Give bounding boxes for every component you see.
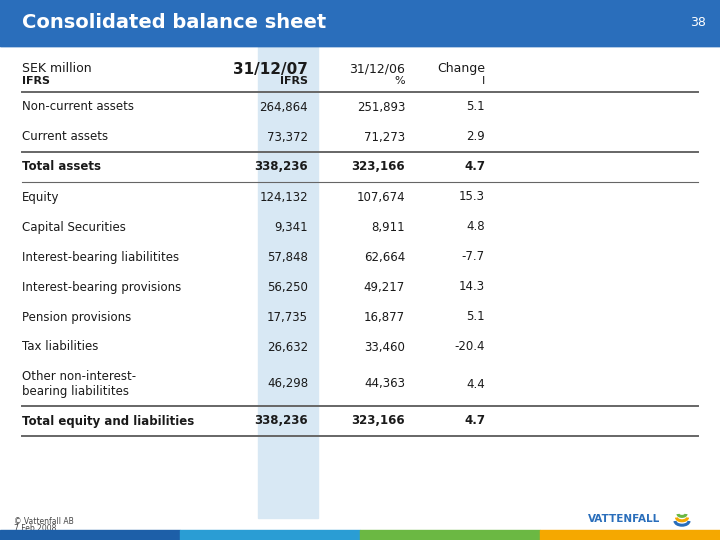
Text: 4.7: 4.7	[464, 415, 485, 428]
Text: I: I	[482, 76, 485, 86]
Text: 4.7: 4.7	[464, 160, 485, 173]
Text: VATTENFALL: VATTENFALL	[588, 514, 660, 524]
Text: Total assets: Total assets	[22, 160, 101, 173]
Text: %: %	[395, 76, 405, 86]
Text: 31/12/06: 31/12/06	[349, 62, 405, 75]
Text: Interest-bearing liabilitites: Interest-bearing liabilitites	[22, 251, 179, 264]
Text: Equity: Equity	[22, 191, 60, 204]
Text: 323,166: 323,166	[351, 160, 405, 173]
Bar	[360, 530, 540, 540]
Text: 56,250: 56,250	[267, 280, 308, 294]
Text: 57,848: 57,848	[267, 251, 308, 264]
Text: Pension provisions: Pension provisions	[22, 310, 131, 323]
Bar	[540, 530, 720, 540]
Text: 71,273: 71,273	[364, 131, 405, 144]
Text: -20.4: -20.4	[454, 341, 485, 354]
Bar	[0, 0, 720, 46]
Text: 124,132: 124,132	[259, 191, 308, 204]
Text: 7 Feb 2008: 7 Feb 2008	[14, 524, 56, 533]
Text: 16,877: 16,877	[364, 310, 405, 323]
Text: 9,341: 9,341	[274, 220, 308, 233]
Text: 107,674: 107,674	[356, 191, 405, 204]
Text: 323,166: 323,166	[351, 415, 405, 428]
Text: Capital Securities: Capital Securities	[22, 220, 126, 233]
Text: 264,864: 264,864	[259, 100, 308, 113]
Text: 14.3: 14.3	[459, 280, 485, 294]
Text: 38: 38	[690, 17, 706, 30]
Text: 46,298: 46,298	[267, 377, 308, 390]
Text: Change: Change	[437, 62, 485, 75]
Text: 5.1: 5.1	[467, 310, 485, 323]
Bar	[0, 530, 180, 540]
Text: Other non-interest-
bearing liabilitites: Other non-interest- bearing liabilitites	[22, 369, 136, 399]
Text: 2.9: 2.9	[467, 131, 485, 144]
Text: Current assets: Current assets	[22, 131, 108, 144]
Text: 8,911: 8,911	[372, 220, 405, 233]
Bar	[0, 0, 720, 46]
Text: 62,664: 62,664	[364, 251, 405, 264]
Text: 338,236: 338,236	[254, 160, 308, 173]
Text: IFRS: IFRS	[22, 76, 50, 86]
Text: Total equity and liabilities: Total equity and liabilities	[22, 415, 194, 428]
Bar	[258, 46, 318, 518]
Text: Consolidated balance sheet: Consolidated balance sheet	[22, 14, 326, 32]
Text: -7.7: -7.7	[462, 251, 485, 264]
Text: SEK million: SEK million	[22, 62, 91, 75]
Text: 44,363: 44,363	[364, 377, 405, 390]
Text: 73,372: 73,372	[267, 131, 308, 144]
Text: 251,893: 251,893	[356, 100, 405, 113]
Text: 5.1: 5.1	[467, 100, 485, 113]
Text: 338,236: 338,236	[254, 415, 308, 428]
Text: 31/12/07: 31/12/07	[233, 62, 308, 77]
Bar	[180, 530, 360, 540]
Text: 4.4: 4.4	[467, 377, 485, 390]
Text: © Vattenfall AB: © Vattenfall AB	[14, 517, 73, 526]
Text: 49,217: 49,217	[364, 280, 405, 294]
Text: 33,460: 33,460	[364, 341, 405, 354]
Text: IFRS: IFRS	[280, 76, 308, 86]
Text: 17,735: 17,735	[267, 310, 308, 323]
Text: 4.8: 4.8	[467, 220, 485, 233]
Text: Tax liabilities: Tax liabilities	[22, 341, 99, 354]
Text: Interest-bearing provisions: Interest-bearing provisions	[22, 280, 181, 294]
Text: 26,632: 26,632	[267, 341, 308, 354]
Text: Non-current assets: Non-current assets	[22, 100, 134, 113]
Text: 15.3: 15.3	[459, 191, 485, 204]
